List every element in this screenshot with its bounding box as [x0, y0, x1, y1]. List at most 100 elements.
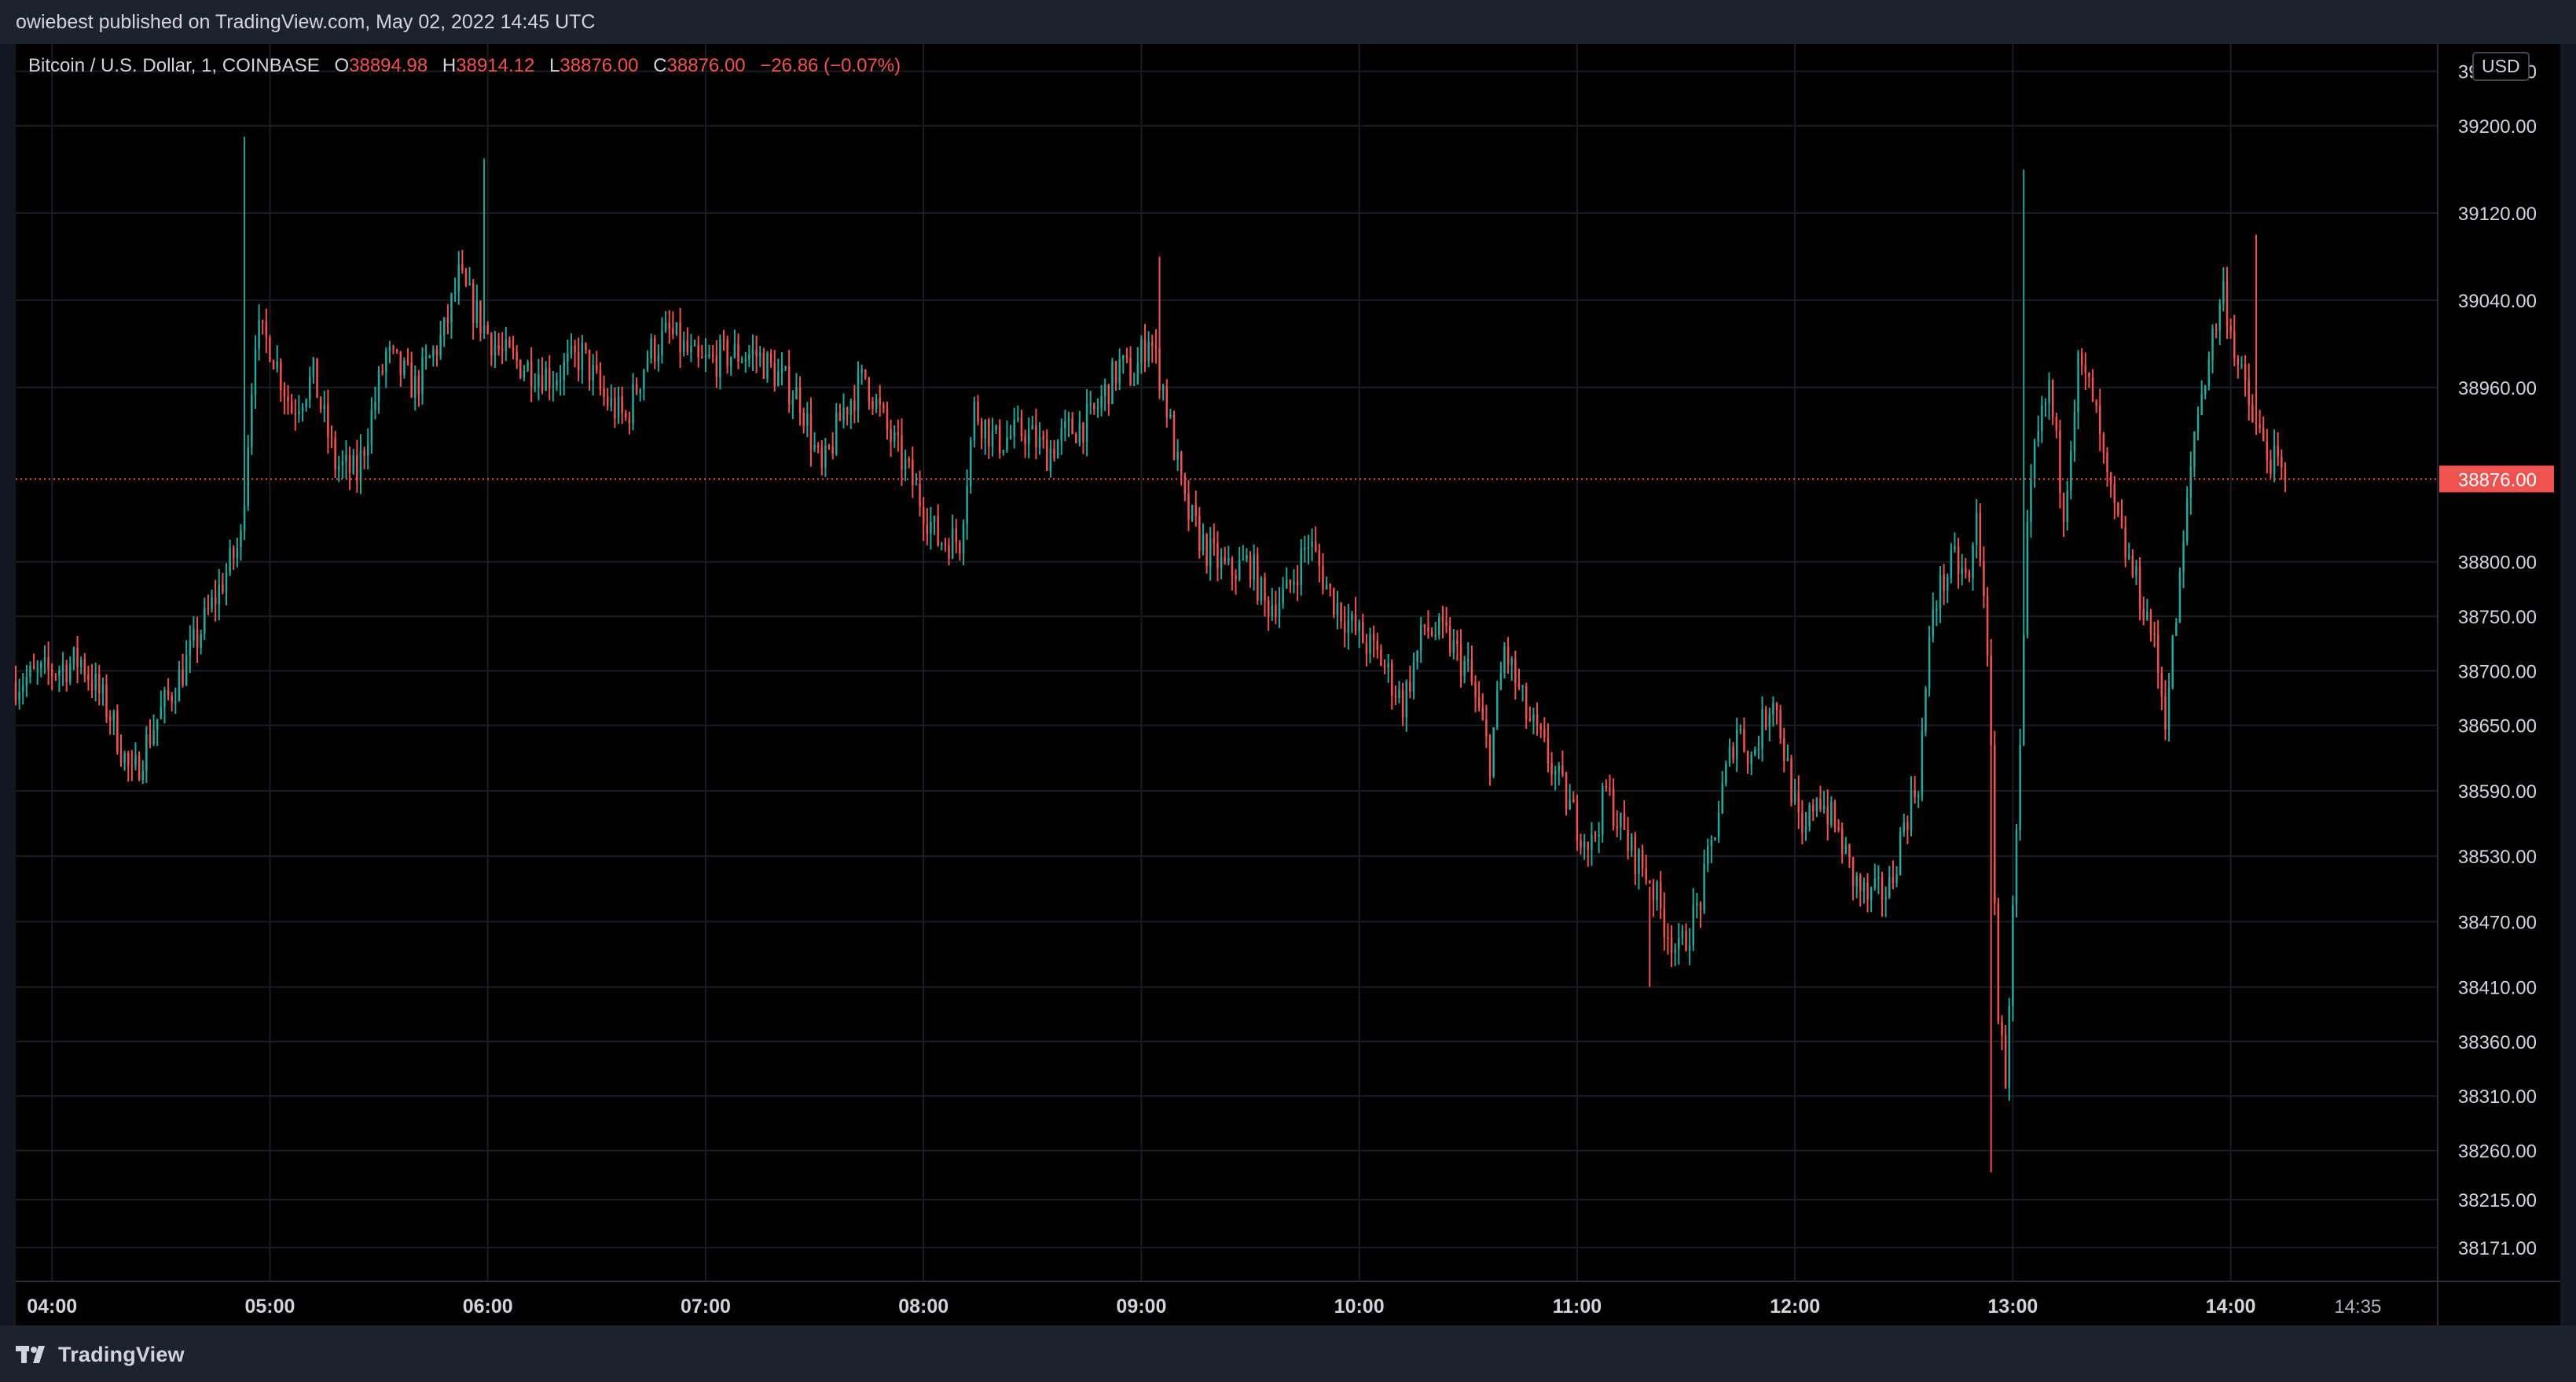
close-value: 38876.00: [666, 55, 746, 76]
candle-body: [519, 360, 522, 378]
candle-body: [2211, 329, 2214, 360]
candle-body: [991, 429, 994, 447]
candle-body: [105, 684, 108, 717]
candle-body: [1783, 737, 1785, 761]
candle-body: [178, 669, 181, 701]
candle-body: [464, 270, 468, 285]
candle-body: [2167, 687, 2171, 730]
candle-body: [218, 584, 221, 605]
candle-body: [1772, 703, 1774, 715]
candle-body: [1452, 640, 1455, 653]
candle-body: [2160, 673, 2163, 697]
candle-body: [442, 318, 446, 336]
candle-body: [370, 410, 373, 445]
candle-body: [1118, 358, 1121, 384]
candle-body: [2255, 422, 2258, 425]
candle-body: [2099, 406, 2101, 434]
candle-body: [2015, 830, 2018, 905]
candle-body: [2091, 377, 2094, 402]
chart-area[interactable]: [16, 44, 2560, 1325]
candle-body: [1539, 725, 1542, 730]
candle-body: [969, 439, 972, 487]
time-axis: 04:00 05:00 06:00 07:00 08:00 09:00 10:00 11:00…: [16, 1281, 2560, 1318]
candle-body: [1020, 417, 1023, 437]
candle-body: [1506, 646, 1510, 665]
candle-body: [2237, 358, 2240, 365]
time-tick-label: 12:00: [1770, 1296, 1820, 1318]
symbol-name: Bitcoin / U.S. Dollar, 1, COINBASE: [28, 55, 320, 76]
candle-body: [1725, 763, 1727, 784]
candle-body: [766, 353, 769, 379]
candle-body: [410, 362, 413, 398]
candle-body: [327, 404, 329, 437]
candle-body: [2062, 493, 2065, 522]
candle-body: [1304, 547, 1306, 549]
candle-body: [1136, 363, 1139, 384]
candle-body: [2156, 634, 2160, 674]
price-tick-label: 38650.00: [2458, 716, 2537, 737]
candle-body: [868, 377, 871, 401]
candle-body: [54, 675, 57, 678]
candle-body: [243, 505, 246, 531]
candle-body: [635, 384, 638, 394]
candle-body: [1986, 595, 1989, 656]
candle-body: [780, 368, 783, 373]
candle-body: [787, 366, 791, 405]
candle-body: [1605, 786, 1608, 788]
candle-body: [1147, 342, 1150, 362]
currency-badge[interactable]: USD: [2472, 52, 2530, 81]
candle-body: [69, 663, 72, 682]
candle-body: [820, 447, 824, 468]
candle-body: [1358, 622, 1360, 631]
candle-body: [682, 340, 685, 353]
candle-body: [1249, 555, 1252, 580]
symbol-legend[interactable]: Bitcoin / U.S. Dollar, 1, COINBASE O3889…: [28, 55, 901, 77]
candle-body: [1543, 730, 1546, 738]
candle-body: [1851, 857, 1855, 887]
price-tick-label: 38700.00: [2458, 661, 2537, 682]
open-value: 38894.98: [349, 55, 428, 76]
candle-body: [1569, 799, 1571, 810]
candle-body: [879, 398, 881, 406]
candle-body: [1064, 421, 1066, 428]
candle-body: [50, 669, 53, 676]
candle-body: [160, 706, 163, 719]
candle-body: [1576, 802, 1579, 841]
candle-body: [90, 679, 94, 691]
candle-body: [2248, 380, 2250, 406]
candle-body: [769, 353, 772, 363]
tradingview-logo[interactable]: TradingView: [16, 1341, 185, 1368]
candle-body: [577, 352, 580, 370]
candle-body: [646, 358, 649, 370]
candle-body: [1503, 646, 1506, 673]
candle-body: [1191, 505, 1194, 520]
candle-body: [494, 344, 497, 355]
candle-body: [1089, 403, 1092, 406]
candle-body: [2222, 281, 2225, 304]
candle-body: [435, 349, 439, 356]
candle-body: [1706, 846, 1709, 864]
candle-body: [171, 695, 173, 702]
candle-body: [348, 454, 351, 474]
candle-body: [1517, 683, 1521, 688]
candle-body: [225, 572, 228, 593]
candle-body: [857, 373, 860, 411]
candle-body: [1372, 634, 1375, 641]
candle-body: [1510, 659, 1513, 665]
candle-body: [25, 677, 28, 686]
candle-body: [2066, 490, 2068, 522]
candle-body: [883, 405, 885, 409]
candle-body: [2138, 566, 2141, 610]
candle-body: [1194, 505, 1197, 516]
candle-body: [1322, 565, 1324, 590]
candle-body: [1591, 834, 1593, 851]
candle-body: [1300, 548, 1302, 586]
candle-body: [944, 543, 947, 546]
candle-body: [2008, 1005, 2011, 1088]
candle-body: [926, 524, 929, 534]
candle-body: [1903, 822, 1906, 833]
candle-body: [701, 357, 703, 359]
candle-body: [432, 349, 435, 357]
candle-body: [2109, 472, 2112, 484]
